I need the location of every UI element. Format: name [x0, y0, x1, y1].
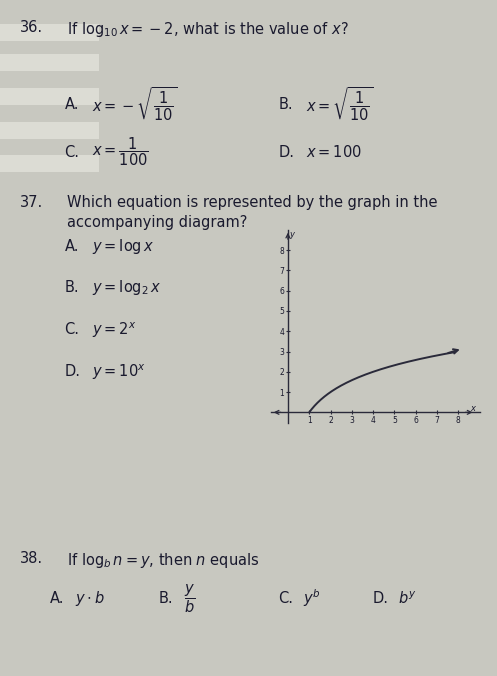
Text: If $\log_b n = y$, then $n$ equals: If $\log_b n = y$, then $n$ equals	[67, 551, 259, 570]
Text: $\dfrac{y}{b}$: $\dfrac{y}{b}$	[184, 582, 195, 614]
Text: $y \cdot b$: $y \cdot b$	[75, 589, 104, 608]
Text: $x = 100$: $x = 100$	[306, 144, 362, 160]
Text: $y = 10^x$: $y = 10^x$	[92, 362, 146, 381]
Text: $y$: $y$	[289, 231, 296, 241]
Text: D.: D.	[65, 364, 81, 379]
Text: B.: B.	[65, 281, 79, 295]
Text: B.: B.	[278, 97, 293, 112]
Text: $y = 2^x$: $y = 2^x$	[92, 320, 137, 339]
Text: $x$: $x$	[470, 404, 477, 413]
Text: 36.: 36.	[20, 20, 43, 35]
Text: If $\log_{10} x = -2$, what is the value of $x$?: If $\log_{10} x = -2$, what is the value…	[67, 20, 349, 39]
Text: accompanying diagram?: accompanying diagram?	[67, 215, 248, 230]
Text: Which equation is represented by the graph in the: Which equation is represented by the gra…	[67, 195, 437, 210]
Text: A.: A.	[65, 97, 79, 112]
Text: $x = -\sqrt{\dfrac{1}{10}}$: $x = -\sqrt{\dfrac{1}{10}}$	[92, 87, 177, 123]
Bar	[0, 155, 99, 172]
Text: D.: D.	[278, 145, 294, 160]
Text: C.: C.	[65, 145, 80, 160]
Text: $x = \sqrt{\dfrac{1}{10}}$: $x = \sqrt{\dfrac{1}{10}}$	[306, 87, 373, 123]
Text: $x = \dfrac{1}{100}$: $x = \dfrac{1}{100}$	[92, 136, 149, 168]
Text: 38.: 38.	[20, 551, 43, 566]
Text: A.: A.	[65, 239, 79, 254]
Text: $y^b$: $y^b$	[303, 587, 321, 609]
Text: C.: C.	[65, 322, 80, 337]
Text: $y = \log x$: $y = \log x$	[92, 237, 155, 256]
Bar	[0, 24, 99, 41]
Bar	[0, 88, 99, 105]
Text: A.: A.	[50, 591, 64, 606]
Text: $b^y$: $b^y$	[398, 590, 416, 606]
Text: D.: D.	[373, 591, 389, 606]
Text: B.: B.	[159, 591, 173, 606]
Text: 37.: 37.	[20, 195, 43, 210]
Text: C.: C.	[278, 591, 293, 606]
Bar	[0, 122, 99, 139]
Text: $y = \log_2 x$: $y = \log_2 x$	[92, 279, 162, 297]
Bar	[0, 54, 99, 71]
